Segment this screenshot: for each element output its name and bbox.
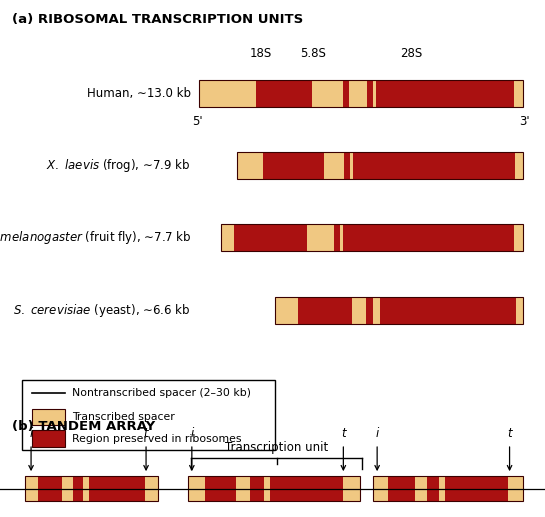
Bar — [250, 476, 264, 501]
Text: Region preserved in ribosomes: Region preserved in ribosomes — [72, 434, 242, 444]
Bar — [349, 224, 514, 251]
Text: 18S: 18S — [250, 47, 271, 60]
Text: Transcription unit: Transcription unit — [225, 441, 328, 454]
Bar — [275, 297, 523, 324]
Bar — [22, 380, 275, 450]
Bar — [373, 476, 523, 501]
Bar — [373, 297, 380, 324]
Bar — [445, 476, 508, 501]
Bar — [376, 80, 514, 107]
Bar — [298, 297, 352, 324]
Bar — [324, 152, 344, 179]
Text: $\it{S.\ cerevisiae}$ (yeast), ∼6.6 kb: $\it{S.\ cerevisiae}$ (yeast), ∼6.6 kb — [13, 302, 191, 318]
Bar — [188, 476, 360, 501]
Text: (a) RIBOSOMAL TRANSCRIPTION UNITS: (a) RIBOSOMAL TRANSCRIPTION UNITS — [12, 13, 303, 26]
Text: Transcribed spacer: Transcribed spacer — [72, 412, 175, 422]
Bar — [234, 224, 307, 251]
Text: 5': 5' — [192, 115, 203, 128]
Bar — [389, 476, 415, 501]
Bar — [263, 152, 324, 179]
Bar — [38, 476, 62, 501]
Bar — [275, 297, 298, 324]
Text: 5.8S: 5.8S — [300, 47, 326, 60]
Bar — [516, 297, 523, 324]
Text: (b) TANDEM ARRAY: (b) TANDEM ARRAY — [12, 420, 155, 433]
Bar — [199, 80, 523, 107]
Bar — [352, 297, 366, 324]
Text: t: t — [144, 427, 148, 440]
Bar — [380, 297, 386, 324]
Bar — [334, 224, 340, 251]
Bar — [221, 224, 234, 251]
Text: i: i — [190, 427, 193, 440]
Bar — [205, 476, 236, 501]
Bar — [25, 476, 158, 501]
Bar — [373, 476, 389, 501]
Text: 3': 3' — [519, 115, 530, 128]
Bar — [515, 152, 523, 179]
Bar — [344, 152, 349, 179]
Bar — [264, 476, 270, 501]
Bar — [439, 476, 445, 501]
Bar — [307, 224, 334, 251]
Bar — [343, 80, 349, 107]
Bar — [514, 224, 523, 251]
Text: t: t — [341, 427, 346, 440]
Text: Human, ∼13.0 kb: Human, ∼13.0 kb — [87, 86, 191, 100]
Bar — [349, 152, 353, 179]
Text: $\it{D.\ melanogaster}$ (fruit fly), ∼7.7 kb: $\it{D.\ melanogaster}$ (fruit fly), ∼7.… — [0, 230, 191, 246]
Bar — [270, 476, 342, 501]
Bar — [221, 224, 523, 251]
Bar — [373, 80, 376, 107]
Bar — [415, 476, 427, 501]
Text: i: i — [29, 427, 33, 440]
Bar — [32, 409, 65, 425]
Bar — [342, 476, 360, 501]
Bar — [62, 476, 72, 501]
Bar — [83, 476, 89, 501]
Bar — [25, 476, 38, 501]
Bar — [367, 80, 373, 107]
Bar — [359, 152, 515, 179]
Text: t: t — [507, 427, 512, 440]
Bar — [349, 80, 367, 107]
Bar — [427, 476, 439, 501]
Bar — [89, 476, 145, 501]
Bar — [256, 80, 312, 107]
Text: 28S: 28S — [401, 47, 422, 60]
Text: i: i — [376, 427, 379, 440]
Bar — [343, 224, 349, 251]
Text: Nontranscribed spacer (2–30 kb): Nontranscribed spacer (2–30 kb) — [72, 388, 251, 398]
Text: $\it{X.\ laevis}$ (frog), ∼7.9 kb: $\it{X.\ laevis}$ (frog), ∼7.9 kb — [46, 157, 191, 174]
Bar — [199, 80, 256, 107]
Bar — [353, 152, 359, 179]
Bar — [312, 80, 343, 107]
Bar — [366, 297, 373, 324]
Bar — [237, 152, 263, 179]
Bar — [32, 430, 65, 447]
Bar — [340, 224, 343, 251]
Bar — [145, 476, 158, 501]
Bar — [508, 476, 523, 501]
Bar — [72, 476, 83, 501]
Bar — [188, 476, 205, 501]
Bar — [236, 476, 250, 501]
Bar — [386, 297, 516, 324]
Bar — [237, 152, 523, 179]
Bar — [514, 80, 523, 107]
